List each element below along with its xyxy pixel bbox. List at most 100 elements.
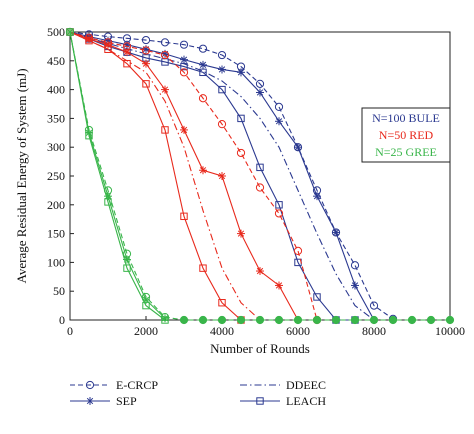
- series-n25-sep: [66, 28, 169, 323]
- circle-marker: [198, 94, 208, 103]
- star-marker: [294, 143, 302, 152]
- legend-label: DDEEC: [286, 378, 326, 392]
- series-line: [69, 31, 375, 321]
- dot-marker: [312, 315, 322, 325]
- square-marker: [104, 198, 112, 206]
- series-line: [69, 31, 166, 319]
- circle-marker: [255, 79, 265, 88]
- legend-label: E-CRCP: [116, 378, 158, 392]
- square-marker: [218, 85, 226, 94]
- x-tick-label: 2000: [134, 324, 158, 338]
- star-marker: [161, 85, 169, 94]
- circle-marker: [274, 209, 284, 218]
- y-tick-label: 500: [47, 25, 65, 39]
- series-n50-ddeec: [69, 31, 261, 321]
- dot-marker: [445, 315, 455, 325]
- circle-marker: [179, 40, 189, 49]
- dot-marker: [426, 315, 436, 325]
- series-n25-leach: [66, 28, 169, 324]
- star-marker: [275, 117, 283, 126]
- square-marker: [142, 301, 150, 310]
- legend-item-sep: SEP: [70, 394, 137, 408]
- star-marker: [218, 65, 226, 74]
- circle-marker: [293, 246, 303, 255]
- square-marker: [313, 293, 321, 301]
- circle-marker: [217, 120, 227, 129]
- dot-marker: [255, 315, 265, 325]
- square-marker: [85, 131, 93, 140]
- star-marker: [218, 172, 226, 180]
- dot-marker: [331, 315, 341, 325]
- group-box-frame: [361, 107, 451, 163]
- square-marker: [161, 126, 169, 134]
- square-marker: [218, 299, 226, 307]
- x-tick-label: 4000: [210, 324, 234, 338]
- square-marker: [85, 36, 93, 45]
- square-marker: [161, 316, 169, 324]
- star-marker: [199, 166, 207, 175]
- series-line: [69, 31, 355, 321]
- y-tick-label: 450: [47, 54, 65, 68]
- series-n100-e-crcp: [65, 27, 398, 323]
- circle-marker: [217, 50, 227, 60]
- series-n50-leach: [66, 28, 245, 324]
- square-marker: [180, 62, 188, 71]
- square-marker: [104, 45, 112, 53]
- square-marker: [66, 28, 74, 36]
- dot-marker: [388, 315, 398, 325]
- square-marker: [180, 212, 188, 221]
- star-marker: [275, 281, 283, 290]
- y-tick-label: 200: [47, 198, 65, 212]
- dot-marker: [407, 315, 417, 325]
- circle-marker: [255, 183, 265, 192]
- star-marker: [199, 60, 207, 69]
- circle-marker: [350, 261, 360, 270]
- star-marker: [180, 125, 188, 134]
- legend: E-CRCP DDEEC SEP LEACH: [70, 378, 326, 408]
- x-tick-label: 8000: [362, 324, 386, 338]
- x-axis-label: Number of Rounds: [210, 341, 310, 356]
- series-n50-e-crcp: [65, 27, 322, 325]
- x-tick-label: 10000: [435, 324, 465, 338]
- y-tick-label: 0: [59, 313, 65, 327]
- legend-item-e-crcp: E-CRCP: [70, 378, 158, 392]
- plot-frame: [69, 31, 451, 321]
- circle-marker: [198, 44, 208, 53]
- dot-marker: [179, 315, 189, 325]
- y-tick-label: 100: [47, 255, 65, 269]
- series-line: [69, 31, 394, 320]
- series-line: [69, 31, 261, 321]
- star-marker: [180, 55, 188, 64]
- dot-marker: [274, 315, 284, 325]
- circle-marker: [160, 50, 170, 60]
- x-tick-label: 0: [67, 324, 73, 338]
- y-tick-label: 50: [53, 284, 65, 298]
- square-marker: [237, 114, 245, 123]
- dot-marker: [198, 315, 208, 325]
- circle-marker: [274, 102, 284, 111]
- star-marker: [123, 48, 131, 57]
- square-marker: [123, 59, 131, 68]
- y-tick-label: 150: [47, 227, 65, 241]
- series-line: [69, 31, 450, 321]
- legend-item-leach: LEACH: [240, 394, 326, 408]
- dot-marker: [369, 315, 379, 325]
- star-marker: [256, 88, 264, 97]
- square-marker: [199, 264, 207, 272]
- dot-marker: [236, 315, 246, 325]
- circle-marker: [85, 380, 95, 390]
- star-marker: [313, 192, 321, 201]
- group-label-box: N=100 BULE N=50 RED N=25 GREE: [361, 107, 451, 163]
- y-tick-label: 350: [47, 111, 65, 125]
- y-axis-label: Average Residual Energy of System (mJ): [14, 68, 29, 283]
- square-marker: [275, 201, 283, 209]
- star-marker: [237, 229, 245, 238]
- star-marker: [256, 267, 264, 276]
- circle-marker: [141, 46, 151, 55]
- axes: 0 50 100 150 200 250 300 350 400 450 500 0 2000 4000 6…: [47, 25, 465, 338]
- square-marker: [142, 80, 150, 88]
- y-tick-label: 250: [47, 169, 65, 183]
- series-n100-ddeec: [69, 31, 375, 321]
- dot-marker: [293, 315, 303, 325]
